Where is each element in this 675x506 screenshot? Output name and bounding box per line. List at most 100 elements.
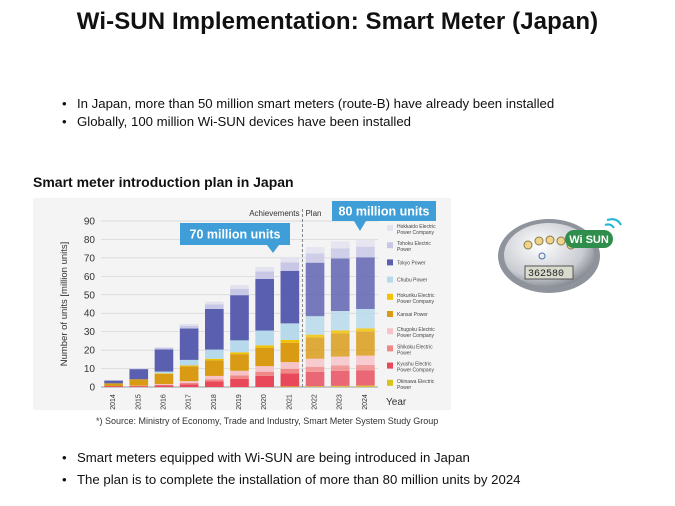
bar-segment (356, 385, 375, 387)
bar-segment (205, 301, 224, 305)
legend-label-cont: Power Company (397, 368, 434, 374)
bar-segment (330, 370, 350, 386)
bar-segment (305, 334, 325, 338)
bar-segment (330, 356, 350, 366)
bar-segment (356, 331, 375, 356)
bar-segment (154, 371, 174, 374)
bar-segment (205, 358, 224, 361)
legend-swatch (387, 311, 393, 317)
bar-segment (129, 368, 149, 370)
bar-segment (179, 365, 199, 367)
bullet-item: The plan is to complete the installation… (60, 469, 521, 491)
y-tick-label: 90 (84, 217, 96, 228)
bar-segment (230, 352, 249, 355)
bar-segment (154, 385, 174, 387)
x-tick-label: 2022 (312, 394, 319, 410)
x-tick-label: 2017 (186, 394, 193, 410)
bar-segment (305, 358, 325, 367)
legend-label: Chugoku Electric (397, 327, 435, 333)
bar-segment (205, 381, 224, 387)
bar-segment (330, 311, 350, 331)
meter-display (524, 265, 574, 280)
legend-swatch (387, 225, 393, 231)
bar-segment (356, 370, 375, 386)
bullet-item: In Japan, more than 50 million smart met… (60, 95, 554, 113)
bar-segment (255, 366, 274, 372)
bar-segment (280, 323, 300, 340)
bar-segment (230, 295, 249, 341)
bar-segment (205, 308, 224, 350)
bar-segment (305, 337, 325, 359)
legend-label-cont: Power (397, 385, 412, 391)
bar-segment (255, 345, 274, 348)
bar-segment (305, 262, 325, 317)
bar-segment (305, 371, 325, 387)
bar-segment (330, 258, 350, 312)
legend-swatch (387, 293, 393, 300)
source-note: *) Source: Ministry of Economy, Trade an… (96, 416, 439, 426)
legend-label: Kansai Power (397, 312, 428, 318)
legend-swatch (387, 328, 393, 335)
bar-segment (330, 241, 350, 249)
bar-segment (305, 247, 325, 254)
bar-segment (280, 270, 300, 324)
bar-segment (255, 375, 274, 387)
bar-segment (154, 384, 174, 386)
legend-swatch (387, 379, 393, 386)
bar-segment (205, 304, 224, 309)
bar-segment (104, 380, 123, 384)
bar-segment (330, 365, 350, 371)
callout-70m (180, 223, 290, 245)
x-axis-label: Year (386, 397, 407, 408)
bar-segment (356, 308, 375, 329)
legend-label-cont: Power Company (397, 333, 434, 339)
bar-segment (330, 330, 350, 334)
bar-segment (205, 349, 224, 359)
wisun-badge-text: Wi SUN (569, 234, 609, 246)
y-tick-label: 40 (84, 309, 96, 320)
bar-segment (255, 271, 274, 279)
bar-segment (280, 342, 300, 363)
x-tick-label: 2021 (286, 394, 293, 410)
legend-swatch (387, 242, 393, 249)
bar-segment (179, 384, 199, 387)
chart-heading: Smart meter introduction plan in Japan (33, 174, 294, 190)
bar-segment (255, 278, 274, 331)
legend-swatch (387, 259, 393, 266)
x-tick-label: 2020 (261, 394, 268, 410)
bar-segment (356, 364, 375, 371)
bar-segment (255, 371, 274, 376)
legend-label: Tokyo Power (397, 260, 426, 266)
top-bullet-list: In Japan, more than 50 million smart met… (60, 95, 554, 131)
bar-segment (330, 385, 350, 387)
bar-segment (280, 256, 300, 263)
y-tick-label: 30 (84, 327, 96, 338)
period-label-plan: Plan (305, 209, 321, 218)
legend-label-cont: Power (397, 247, 412, 253)
bar-segment (280, 368, 300, 374)
legend-label: Tohoku Electric (397, 241, 431, 247)
bar-segment (255, 266, 274, 272)
x-tick-label: 2016 (160, 394, 167, 410)
legend-label-cont: Power Company (397, 299, 434, 305)
period-label-achievements: Achievements (249, 209, 299, 218)
y-tick-label: 70 (84, 253, 96, 264)
bar-segment (205, 375, 224, 380)
legend-label: Chubu Power (397, 278, 428, 284)
y-tick-label: 10 (84, 364, 96, 375)
legend-label: Hokkaido Electric (397, 224, 436, 230)
bar-segment (154, 384, 174, 385)
callout-80m-text: 80 million units (339, 205, 430, 219)
legend-swatch (387, 345, 393, 352)
bar-segment (154, 349, 174, 372)
bar-segment (179, 359, 199, 366)
y-tick-label: 80 (84, 235, 96, 246)
x-tick-label: 2014 (110, 394, 117, 410)
callout-70m-pointer (267, 245, 279, 253)
y-tick-label: 60 (84, 272, 96, 283)
bar-segment (330, 248, 350, 259)
bar-segment (280, 362, 300, 369)
y-tick-label: 50 (84, 290, 96, 301)
bar-segment (280, 339, 300, 343)
bar-segment (154, 373, 174, 374)
